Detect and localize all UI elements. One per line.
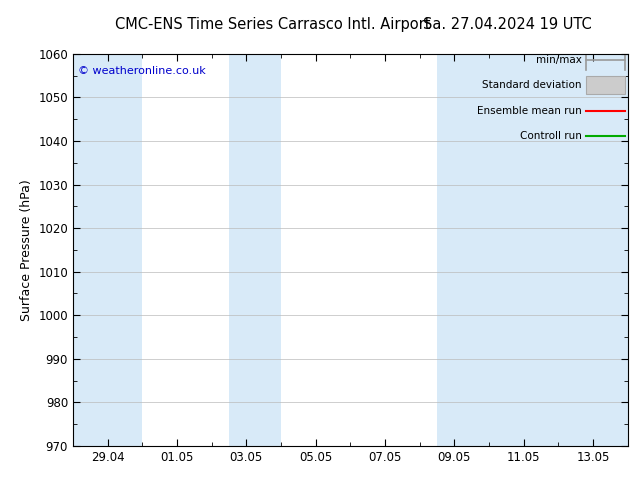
Text: min/max: min/max: [536, 55, 581, 65]
Bar: [586, 76, 625, 94]
Text: Standard deviation: Standard deviation: [482, 80, 581, 90]
Y-axis label: Surface Pressure (hPa): Surface Pressure (hPa): [20, 179, 33, 321]
Bar: [229, 54, 281, 446]
Text: Ensemble mean run: Ensemble mean run: [477, 106, 581, 116]
Text: CMC-ENS Time Series Carrasco Intl. Airport: CMC-ENS Time Series Carrasco Intl. Airpo…: [115, 17, 430, 32]
Bar: [73, 54, 142, 446]
Text: Controll run: Controll run: [520, 131, 581, 141]
Text: © weatheronline.co.uk: © weatheronline.co.uk: [79, 66, 206, 75]
Bar: [437, 54, 628, 446]
Text: Sa. 27.04.2024 19 UTC: Sa. 27.04.2024 19 UTC: [423, 17, 592, 32]
